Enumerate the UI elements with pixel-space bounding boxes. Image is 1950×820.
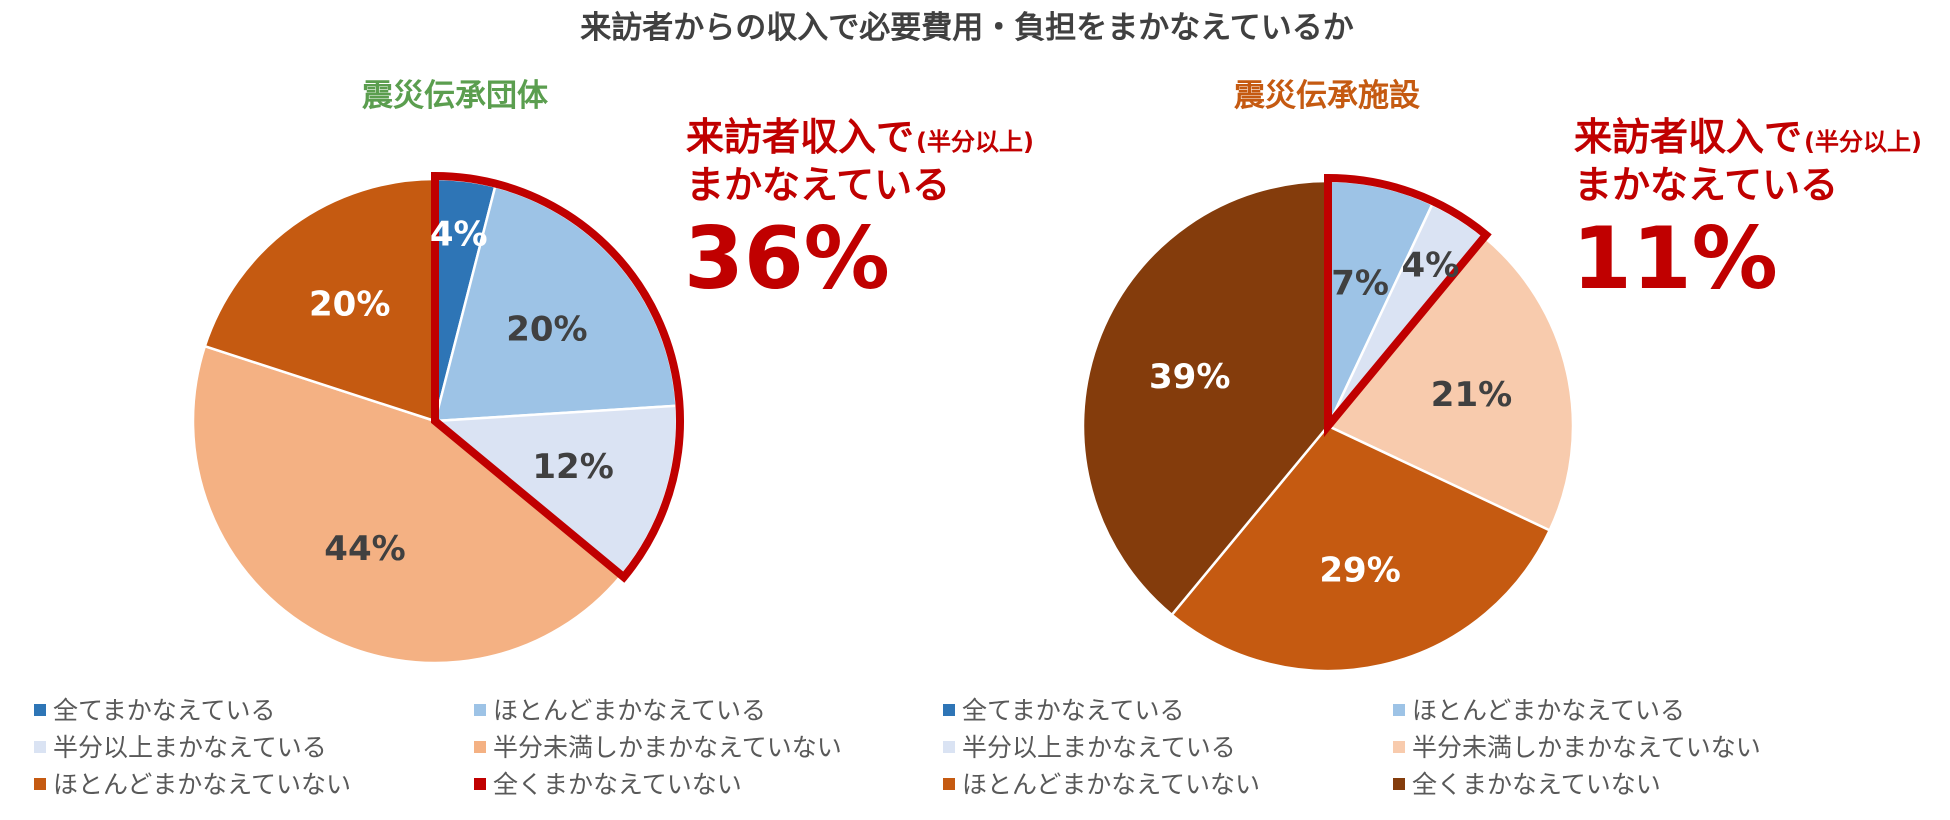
legend-item: 半分以上まかなえている (34, 733, 327, 762)
legend-label: 全てまかなえている (962, 696, 1185, 725)
legend-label: 全くまかなえていない (493, 770, 742, 799)
legend-item: ほとんどまかなえていない (34, 770, 351, 799)
legend-swatch (943, 704, 955, 716)
legend-swatch (34, 778, 46, 790)
slice-label: 4% (1402, 246, 1460, 286)
legend-swatch (1393, 778, 1405, 790)
legend-item: 全てまかなえている (943, 696, 1185, 725)
callout-line1: 来訪者収入で (686, 115, 914, 159)
page-title: 来訪者からの収入で必要費用・負担をまかなえているか (580, 10, 1353, 46)
slice-labels-2: 7% 4% 21% 29% 39% (1149, 246, 1512, 591)
slice-label: 4% (430, 215, 488, 255)
legend-swatch (1393, 741, 1405, 753)
legend-swatch (34, 704, 46, 716)
slice-labels-1: 4% 20% 12% 44% 20% (309, 215, 614, 570)
legend-swatch (474, 704, 486, 716)
slice-label: 20% (506, 309, 587, 349)
legend-label: 半分以上まかなえている (53, 733, 327, 762)
highlight-outline (431, 171, 684, 583)
svg-text:来訪者収入で(半分以上): 来訪者収入で(半分以上) (686, 115, 1034, 159)
callout-2: 来訪者収入で(半分以上) まかなえている 11% (1572, 115, 1922, 309)
legend-swatch (943, 741, 955, 753)
pie-chart-1: 震災伝承団体 4%20%12%44%20% 全てまかなえている ほとんどまかなえて… (34, 78, 1034, 799)
legend-item: 半分以上まかなえている (943, 733, 1236, 762)
pie-chart-2: 震災伝承施設 7% 4%21%29%39% 全てまかなえている ほとんどまかなえてい… (943, 78, 1922, 799)
legend-swatch (34, 741, 46, 753)
legend-swatch (474, 741, 486, 753)
pie-slice (1081, 179, 1330, 617)
pie-slice (203, 177, 437, 423)
legend-label: ほとんどまかなえていない (53, 770, 351, 799)
legend-item: 半分未満しかまかなえていない (1393, 733, 1761, 762)
legend-label: 半分未満しかまかなえていない (493, 733, 842, 762)
slice-label: 7% (1331, 264, 1389, 304)
slice-label: 39% (1149, 357, 1230, 397)
pie-slice (1170, 424, 1552, 673)
legend-swatch (1393, 704, 1405, 716)
callout-line1-small: (半分以上) (1804, 128, 1922, 156)
callout-line2: まかなえている (1574, 163, 1838, 207)
callout-1: 来訪者収入で(半分以上) まかなえている 36% (684, 115, 1034, 309)
legend-label: ほとんどまかなえている (493, 696, 766, 725)
highlight-outline (1324, 173, 1492, 438)
callout-value: 36% (684, 209, 890, 309)
legend-label: 半分未満しかまかなえていない (1412, 733, 1761, 762)
legend-item: ほとんどまかなえている (1393, 696, 1685, 725)
callout-line1-small: (半分以上) (916, 128, 1034, 156)
legend-label: ほとんどまかなえていない (962, 770, 1260, 799)
legend-swatch (474, 778, 486, 790)
legend-label: ほとんどまかなえている (1412, 696, 1685, 725)
slice-label: 20% (309, 285, 390, 325)
legend-swatch (943, 778, 955, 790)
legend-item: 全くまかなえていない (474, 770, 742, 799)
slice-label: 21% (1431, 375, 1512, 415)
legend-label: 半分以上まかなえている (962, 733, 1236, 762)
legend-item: 全くまかなえていない (1393, 770, 1661, 799)
legend-label: 全くまかなえていない (1412, 770, 1661, 799)
slice-label: 44% (324, 529, 405, 569)
svg-text:来訪者収入で(半分以上): 来訪者収入で(半分以上) (1574, 115, 1922, 159)
chart-title-1: 震災伝承団体 (362, 78, 548, 114)
callout-line2: まかなえている (686, 163, 950, 207)
chart-title-2: 震災伝承施設 (1234, 78, 1420, 114)
pie-slices-1 (191, 171, 684, 665)
legend-item: ほとんどまかなえている (474, 696, 766, 725)
legend-item: ほとんどまかなえていない (943, 770, 1260, 799)
slice-label: 29% (1319, 551, 1400, 591)
slice-label: 12% (532, 447, 613, 487)
legend-label: 全てまかなえている (53, 696, 276, 725)
legend-item: 全てまかなえている (34, 696, 276, 725)
pie-slice (191, 344, 624, 665)
pie-slice (1326, 235, 1575, 532)
callout-value: 11% (1572, 209, 1778, 309)
legend-item: 半分未満しかまかなえていない (474, 733, 842, 762)
pie-slices-2 (1081, 173, 1575, 673)
callout-line1: 来訪者収入で (1574, 115, 1802, 159)
